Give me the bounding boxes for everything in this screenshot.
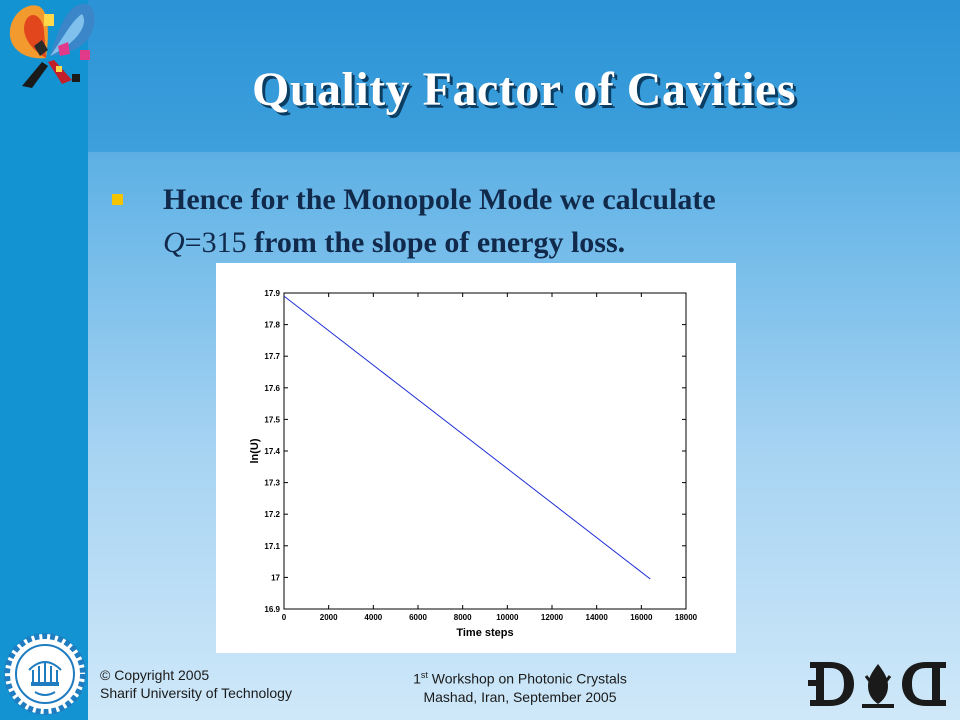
title-band (88, 0, 960, 152)
side-strip (0, 0, 88, 720)
x-tick-label: 10000 (496, 613, 519, 622)
y-tick-label: 17.4 (264, 447, 280, 456)
q-value: =315 (184, 226, 247, 259)
copyright-block: © Copyright 2005 Sharif University of Te… (100, 666, 292, 702)
bullet-text: Hence for the Monopole Mode we calculate… (163, 178, 893, 264)
dig-logo-icon (808, 662, 946, 708)
butterfly-logo-icon (9, 3, 95, 88)
x-tick-label: 8000 (454, 613, 472, 622)
chart-panel: 0 2000 4000 6000 8000 10000 12000 14000 16000 180… (216, 263, 736, 653)
bullet-line-1: Hence for the Monopole Mode we calculate (163, 183, 716, 216)
x-axis-label: Time steps (456, 627, 513, 639)
y-tick-label: 17.5 (264, 415, 280, 424)
y-axis-label: ln(U) (249, 438, 261, 463)
x-tick-label: 18000 (675, 613, 698, 622)
x-tick-label: 16000 (630, 613, 653, 622)
slide-title: Quality Factor of Cavities (251, 63, 797, 116)
workshop-title: Workshop on Photonic Crystals (427, 670, 627, 687)
copyright-line: © Copyright 2005 (100, 667, 210, 683)
x-tick-label: 0 (282, 613, 287, 622)
y-tick-label: 17.2 (264, 510, 280, 519)
x-tick-label: 12000 (541, 613, 564, 622)
y-tick-label: 17.8 (264, 321, 280, 330)
y-tick-label: 17.7 (264, 352, 280, 361)
bullet-marker (112, 194, 123, 205)
y-tick-label: 17 (271, 573, 280, 582)
x-tick-label: 2000 (320, 613, 338, 622)
y-tick-label: 17.1 (264, 542, 280, 551)
university-seal-icon (4, 633, 86, 715)
x-tick-label: 4000 (364, 613, 382, 622)
y-tick-label: 17.3 (264, 479, 280, 488)
workshop-ordinal-suffix: st (420, 670, 428, 680)
workshop-location: Mashad, Iran, September 2005 (423, 688, 617, 705)
y-tick-label: 17.9 (264, 289, 280, 298)
energy-decay-chart: 0 2000 4000 6000 8000 10000 12000 14000 16000 180… (249, 289, 698, 639)
workshop-line: 1st Workshop on Photonic Crystals (380, 666, 660, 688)
series-line (283, 295, 651, 580)
y-tick-label: 17.6 (264, 384, 280, 393)
x-tick-label: 6000 (409, 613, 427, 622)
q-symbol: Q (163, 226, 185, 259)
workshop-block: 1st Workshop on Photonic Crystals Mashad… (380, 666, 660, 706)
y-tick-label: 16.9 (264, 605, 280, 614)
x-tick-label: 14000 (586, 613, 609, 622)
bullet-line-2: from the slope of energy loss. (246, 226, 626, 259)
workshop-ordinal: 1 (413, 670, 421, 687)
university-name: Sharif University of Technology (100, 685, 292, 701)
